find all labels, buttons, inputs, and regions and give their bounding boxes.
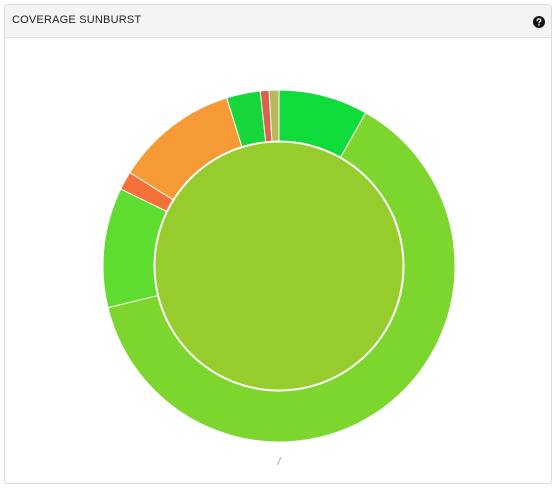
- sunburst-segment-8[interactable]: [268, 89, 280, 142]
- panel-title: COVERAGE SUNBURST: [12, 14, 142, 26]
- sunburst-segment-2[interactable]: [107, 112, 456, 443]
- panel-header: COVERAGE SUNBURST: [5, 5, 551, 38]
- question-circle-icon[interactable]: [533, 15, 545, 28]
- sunburst-root-node[interactable]: [154, 141, 404, 391]
- sunburst-chart-area: /: [5, 38, 551, 483]
- coverage-sunburst-panel: COVERAGE SUNBURST /: [4, 4, 552, 484]
- breadcrumb-path[interactable]: /: [277, 456, 281, 468]
- sunburst-chart: [102, 89, 456, 443]
